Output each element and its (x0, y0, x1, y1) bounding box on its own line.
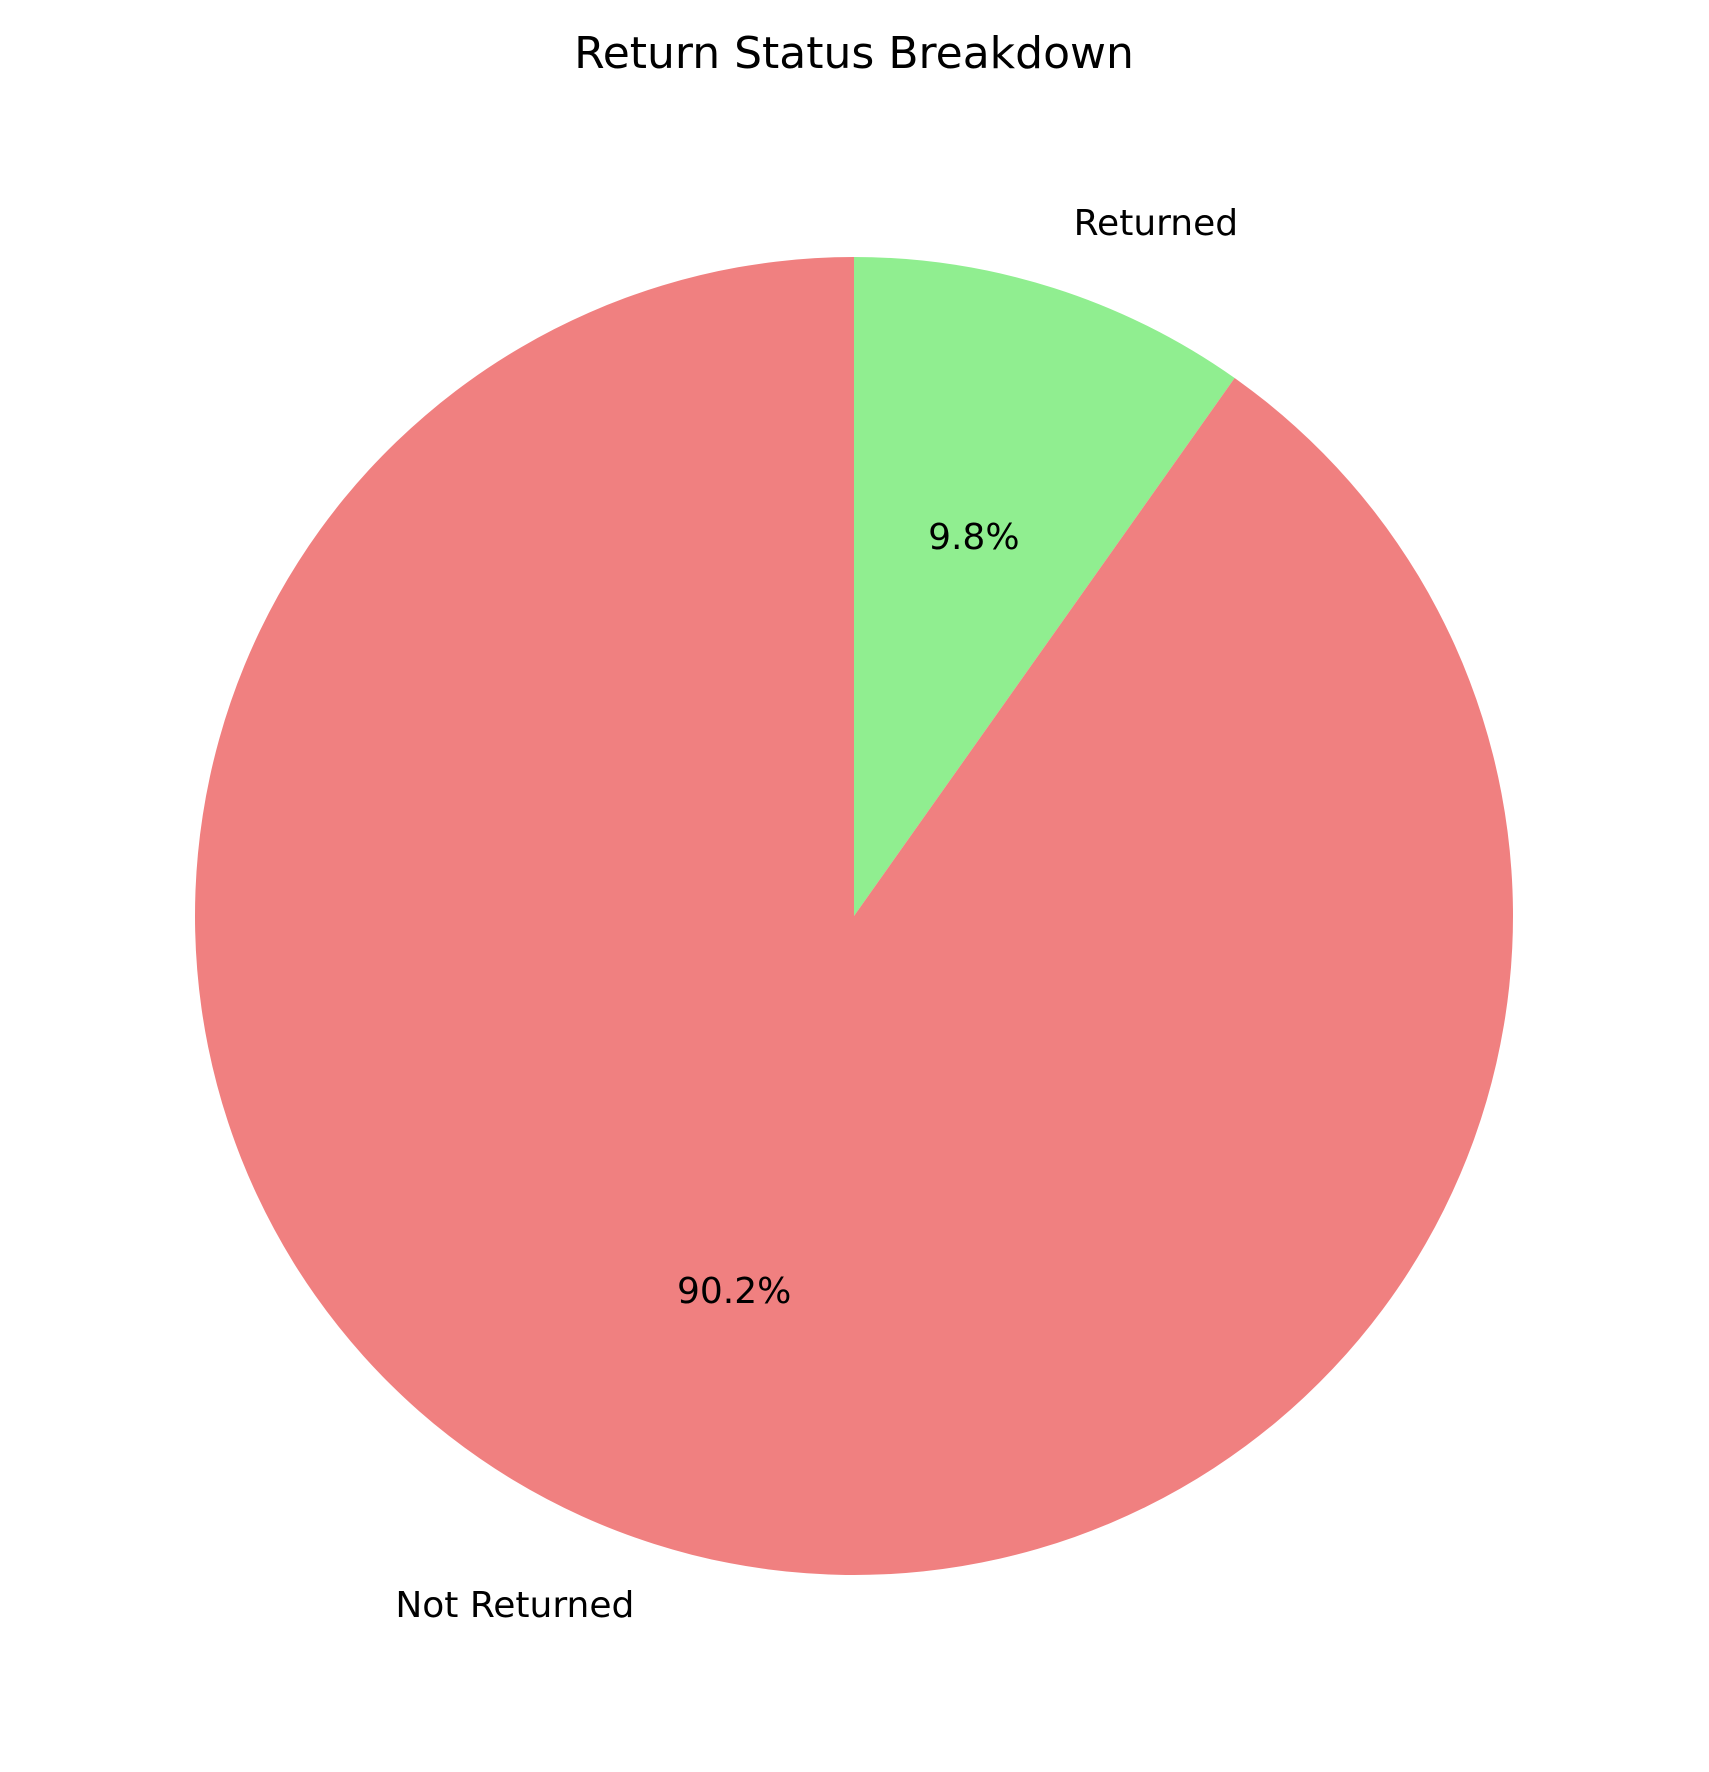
pie-slice-returned (854, 257, 1235, 916)
pct-label-returned: 9.8% (928, 517, 1019, 558)
pct-label-not-returned: 90.2% (677, 1271, 791, 1312)
pie-labels: Returned 9.8% Not Returned 90.2% (395, 203, 1238, 1626)
pie-slices (194, 257, 1513, 1575)
slice-label-returned: Returned (1074, 203, 1238, 244)
slice-label-not-returned: Not Returned (395, 1585, 634, 1626)
pie-slice-not-returned (194, 257, 1513, 1575)
chart-title: Return Status Breakdown (574, 28, 1134, 79)
